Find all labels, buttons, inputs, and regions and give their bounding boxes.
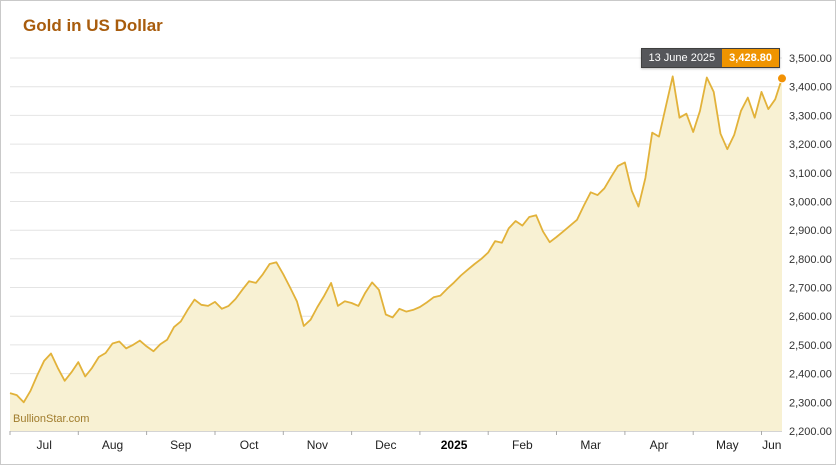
x-tick-label: Nov bbox=[307, 438, 328, 452]
y-tick-label: 3,000.00 bbox=[789, 197, 832, 209]
x-tick-label: Apr bbox=[650, 438, 669, 452]
tooltip-value: 3,428.80 bbox=[722, 49, 779, 67]
x-tick-label: Jul bbox=[37, 438, 52, 452]
x-tick-label: Dec bbox=[375, 438, 396, 452]
x-tick-label: Feb bbox=[512, 438, 533, 452]
y-tick-label: 3,200.00 bbox=[789, 139, 832, 151]
x-tick-label: Sep bbox=[170, 438, 192, 452]
y-tick-label: 2,800.00 bbox=[789, 254, 832, 266]
y-tick-label: 2,500.00 bbox=[789, 340, 832, 352]
y-tick-label: 2,300.00 bbox=[789, 397, 832, 409]
y-tick-label: 3,500.00 bbox=[789, 53, 832, 65]
x-tick-label: May bbox=[716, 438, 739, 452]
y-tick-label: 2,700.00 bbox=[789, 283, 832, 295]
price-line bbox=[9, 75, 783, 404]
y-tick-label: 3,100.00 bbox=[789, 168, 832, 180]
x-tick-label: Jun bbox=[762, 438, 781, 452]
x-tick-label: Aug bbox=[102, 438, 123, 452]
x-tick-label: 2025 bbox=[441, 438, 468, 452]
watermark-bullionstar: BullionStar.com bbox=[13, 413, 90, 425]
y-tick-label: 2,400.00 bbox=[789, 369, 832, 381]
y-tick-label: 3,400.00 bbox=[789, 82, 832, 94]
x-tick-label: Oct bbox=[240, 438, 259, 452]
tooltip-date: 13 June 2025 bbox=[641, 49, 723, 67]
price-tooltip: 13 June 2025 3,428.80 bbox=[640, 48, 780, 68]
y-tick-label: 3,300.00 bbox=[789, 110, 832, 122]
y-tick-label: 2,200.00 bbox=[789, 426, 832, 438]
x-tick-label: Mar bbox=[580, 438, 601, 452]
y-tick-label: 2,600.00 bbox=[789, 311, 832, 323]
price-area bbox=[10, 76, 782, 432]
last-price-marker[interactable] bbox=[777, 73, 787, 84]
y-tick-label: 2,900.00 bbox=[789, 225, 832, 237]
chart-title: Gold in US Dollar bbox=[23, 16, 163, 35]
